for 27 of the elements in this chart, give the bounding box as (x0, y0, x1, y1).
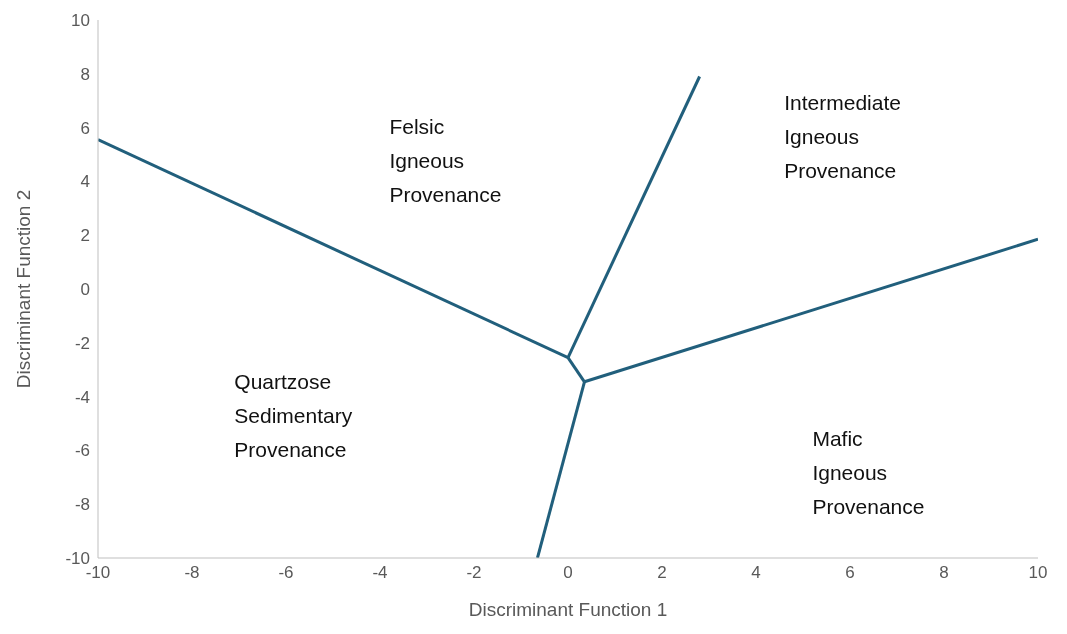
y-tick-label: 2 (80, 226, 90, 246)
annotation: Mafic Igneous Provenance (812, 426, 925, 518)
x-tick-label: 2 (657, 563, 667, 583)
y-tick-label: -4 (74, 387, 90, 407)
annotation: Felsic Igneous Provenance (389, 114, 502, 206)
x-tick-label: 0 (563, 563, 573, 583)
y-tick-label: -10 (65, 549, 90, 569)
x-tick-label: 4 (751, 563, 761, 583)
y-tick-label: -8 (74, 495, 90, 515)
x-tick-label: 6 (845, 563, 855, 583)
x-tick-label: 8 (939, 563, 949, 583)
x-axis-title: Discriminant Function 1 (468, 599, 668, 620)
y-tick-label: 10 (71, 11, 90, 31)
y-tick-label: 6 (80, 118, 90, 138)
annotation: Quartzose Sedimentary Provenance (234, 370, 353, 462)
y-tick-label: -2 (74, 333, 90, 353)
y-tick-label: -6 (74, 441, 90, 461)
y-axis-title: Discriminant Function 2 (12, 189, 34, 389)
y-tick-label: 8 (80, 64, 90, 84)
x-tick-label: -6 (278, 563, 294, 583)
y-tick-label: 4 (80, 172, 90, 192)
x-tick-label: -8 (184, 563, 200, 583)
x-tick-label: 10 (1028, 563, 1048, 583)
annotation: Intermediate Igneous Provenance (784, 90, 901, 182)
x-tick-label: -2 (466, 563, 482, 583)
y-tick-label: 0 (80, 280, 90, 300)
x-tick-label: -4 (372, 563, 388, 583)
